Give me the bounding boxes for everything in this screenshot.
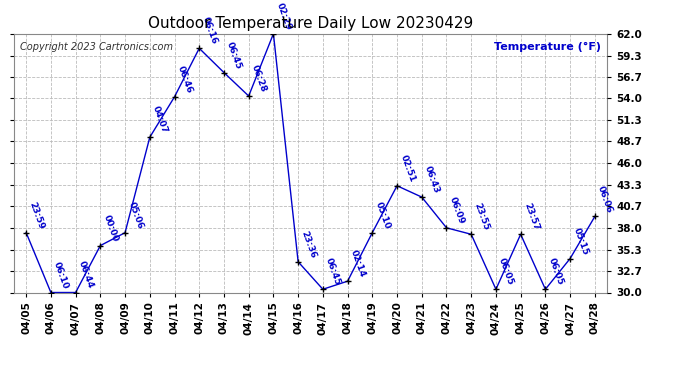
Text: 02:29: 02:29 <box>275 2 293 32</box>
Text: 06:46: 06:46 <box>176 64 194 94</box>
Text: 06:16: 06:16 <box>201 16 219 46</box>
Text: 02:14: 02:14 <box>349 249 367 279</box>
Text: 06:45: 06:45 <box>225 40 244 70</box>
Text: 06:05: 06:05 <box>546 257 565 287</box>
Text: Temperature (°F): Temperature (°F) <box>494 42 601 52</box>
Text: 06:44: 06:44 <box>77 260 95 290</box>
Text: 05:15: 05:15 <box>571 226 589 256</box>
Text: 06:10: 06:10 <box>52 260 70 290</box>
Text: Copyright 2023 Cartronics.com: Copyright 2023 Cartronics.com <box>20 42 172 51</box>
Title: Outdoor Temperature Daily Low 20230429: Outdoor Temperature Daily Low 20230429 <box>148 16 473 31</box>
Text: 23:55: 23:55 <box>473 202 491 232</box>
Text: 02:51: 02:51 <box>398 153 417 183</box>
Text: 06:28: 06:28 <box>250 64 268 94</box>
Text: 06:09: 06:09 <box>448 195 466 225</box>
Text: 06:06: 06:06 <box>596 184 614 214</box>
Text: 06:43: 06:43 <box>423 165 441 195</box>
Text: 23:57: 23:57 <box>522 202 540 232</box>
Text: 05:10: 05:10 <box>373 201 392 230</box>
Text: 23:36: 23:36 <box>299 230 317 260</box>
Text: 06:45: 06:45 <box>324 257 342 287</box>
Text: 06:05: 06:05 <box>497 257 515 287</box>
Text: 23:59: 23:59 <box>28 200 46 230</box>
Text: 00:00: 00:00 <box>101 214 119 243</box>
Text: 04:07: 04:07 <box>151 105 169 135</box>
Text: 05:06: 05:06 <box>126 201 144 230</box>
